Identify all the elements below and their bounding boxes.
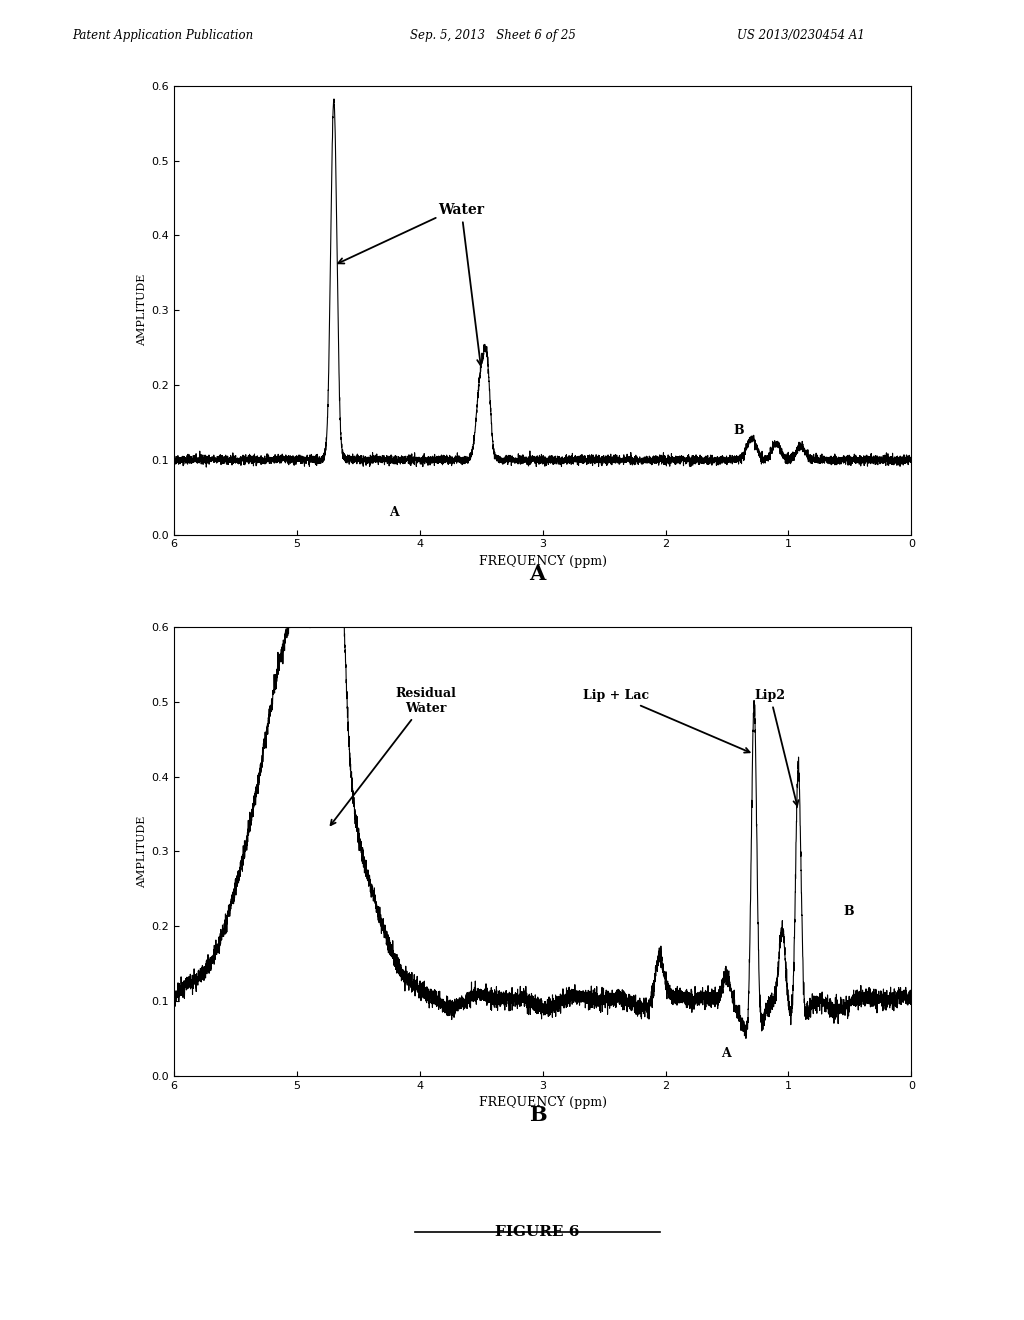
X-axis label: FREQUENCY (ppm): FREQUENCY (ppm) xyxy=(479,554,606,568)
Y-axis label: AMPLITUDE: AMPLITUDE xyxy=(137,816,147,887)
Text: A: A xyxy=(529,564,546,583)
Text: Lip2: Lip2 xyxy=(755,689,799,805)
Text: B: B xyxy=(528,1105,547,1125)
Text: FIGURE 6: FIGURE 6 xyxy=(496,1225,580,1239)
Text: A: A xyxy=(721,1047,731,1060)
Text: B: B xyxy=(844,906,854,917)
Text: Residual
Water: Residual Water xyxy=(331,686,457,825)
Text: A: A xyxy=(389,506,399,519)
Text: Patent Application Publication: Patent Application Publication xyxy=(72,29,253,42)
Text: Sep. 5, 2013   Sheet 6 of 25: Sep. 5, 2013 Sheet 6 of 25 xyxy=(410,29,575,42)
Text: US 2013/0230454 A1: US 2013/0230454 A1 xyxy=(737,29,865,42)
Y-axis label: AMPLITUDE: AMPLITUDE xyxy=(137,275,147,346)
Text: Water: Water xyxy=(438,203,484,366)
X-axis label: FREQUENCY (ppm): FREQUENCY (ppm) xyxy=(479,1096,606,1109)
Text: B: B xyxy=(733,424,743,437)
Text: Lip + Lac: Lip + Lac xyxy=(584,689,750,752)
